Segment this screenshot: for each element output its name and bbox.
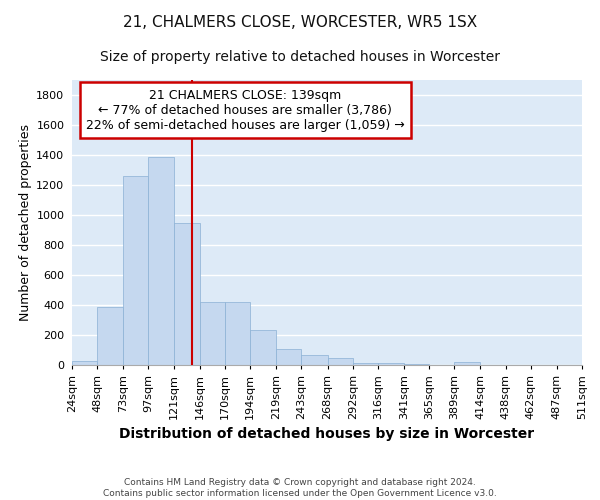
Bar: [353, 363, 378, 365]
Bar: [404, 364, 429, 365]
Bar: [225, 302, 250, 365]
Bar: [301, 354, 328, 365]
Bar: [200, 302, 225, 365]
Text: 21, CHALMERS CLOSE, WORCESTER, WR5 1SX: 21, CHALMERS CLOSE, WORCESTER, WR5 1SX: [123, 15, 477, 30]
Bar: [97, 306, 124, 365]
Bar: [124, 176, 148, 365]
Bar: [328, 358, 353, 365]
Text: 21 CHALMERS CLOSE: 139sqm
← 77% of detached houses are smaller (3,786)
22% of se: 21 CHALMERS CLOSE: 139sqm ← 77% of detac…: [86, 88, 405, 132]
Text: Contains HM Land Registry data © Crown copyright and database right 2024.
Contai: Contains HM Land Registry data © Crown c…: [103, 478, 497, 498]
Bar: [276, 348, 301, 365]
X-axis label: Distribution of detached houses by size in Worcester: Distribution of detached houses by size …: [119, 428, 535, 442]
Bar: [148, 156, 173, 365]
Bar: [173, 222, 200, 365]
Bar: [250, 330, 276, 365]
Bar: [454, 362, 481, 365]
Text: Size of property relative to detached houses in Worcester: Size of property relative to detached ho…: [100, 50, 500, 64]
Bar: [378, 363, 404, 365]
Y-axis label: Number of detached properties: Number of detached properties: [19, 124, 32, 321]
Bar: [72, 361, 97, 365]
